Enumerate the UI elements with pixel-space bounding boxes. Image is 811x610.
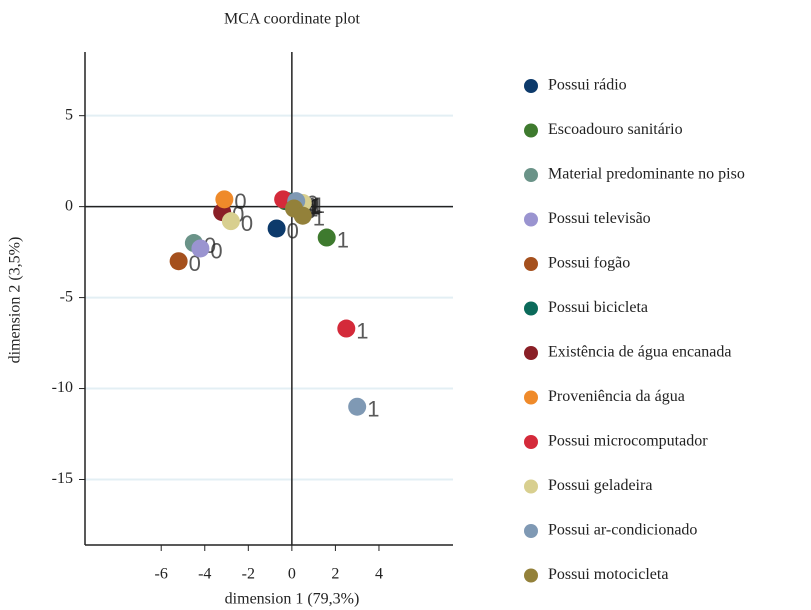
legend-label: Possui microcomputador	[548, 433, 708, 450]
legend-marker	[524, 568, 538, 583]
x-tick-label: 2	[331, 566, 339, 583]
point-label: 0	[210, 238, 222, 263]
chart-title: MCA coordinate plot	[224, 11, 361, 28]
legend-marker	[524, 257, 538, 271]
point	[337, 319, 356, 338]
point-label: 1	[367, 397, 379, 422]
legend-label: Possui ar-condicionado	[548, 522, 697, 539]
point-label: 1	[313, 193, 325, 218]
y-tick-label: 5	[65, 106, 73, 123]
legend-label: Possui televisão	[548, 210, 651, 227]
point	[267, 219, 286, 238]
y-tick-label: -15	[52, 470, 73, 487]
point	[293, 206, 312, 225]
x-tick-label: 4	[375, 566, 383, 583]
point	[348, 397, 367, 416]
x-tick-label: 0	[288, 566, 296, 583]
legend-label: Material predominante no piso	[548, 166, 745, 183]
legend-marker	[524, 79, 538, 93]
legend-marker	[524, 435, 538, 449]
legend-label: Possui motocicleta	[548, 566, 668, 583]
legend-marker	[524, 123, 538, 138]
point-label: 1	[311, 193, 323, 218]
point	[221, 212, 240, 231]
x-tick-label: -4	[198, 566, 211, 583]
point-label: 1	[337, 227, 349, 252]
point	[215, 190, 234, 209]
legend-label: Existência de água encanada	[548, 344, 731, 361]
legend-marker	[524, 212, 538, 227]
legend-label: Possui bicicleta	[548, 299, 648, 316]
point-label: 0	[234, 189, 246, 214]
legend-marker	[524, 168, 538, 182]
point-label: 0	[287, 218, 299, 243]
point-label: 0	[189, 251, 201, 276]
y-tick-label: 0	[65, 197, 73, 214]
legend-label: Possui rádio	[548, 77, 627, 94]
legend-label: Possui fogão	[548, 255, 630, 272]
x-tick-label: -2	[242, 566, 255, 583]
point-label: 1	[313, 206, 325, 231]
point-label: 1	[356, 318, 368, 343]
legend-marker	[524, 479, 538, 494]
legend-label: Possui geladeira	[548, 477, 652, 494]
point	[317, 228, 336, 247]
x-axis-label: dimension 1 (79,3%)	[225, 591, 360, 608]
y-tick-label: -5	[60, 288, 73, 305]
legend-marker	[524, 301, 538, 316]
y-axis-label: dimension 2 (3,5%)	[7, 237, 24, 364]
point	[191, 239, 210, 258]
x-tick-label: -6	[155, 566, 168, 583]
legend-marker	[524, 346, 538, 360]
y-tick-label: -10	[52, 379, 73, 396]
legend-marker	[524, 524, 538, 538]
legend-marker	[524, 390, 538, 405]
point-label: 0	[241, 211, 253, 236]
legend-label: Escoadouro sanitário	[548, 121, 683, 138]
legend-label: Proveniência da água	[548, 388, 685, 405]
point	[169, 252, 188, 271]
